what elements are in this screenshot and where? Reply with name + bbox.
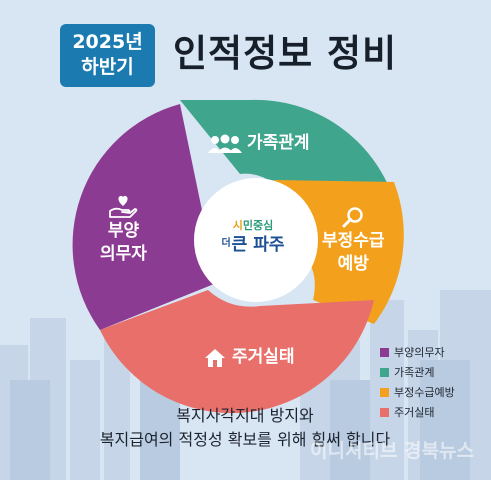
- segment-support-obligor: [72, 104, 214, 330]
- fraud-prevention-line2: 예방: [337, 254, 369, 274]
- fraud-prevention-line1: 부정수급: [322, 231, 385, 251]
- family-relations-text: 가족관계: [247, 133, 310, 153]
- logo-slogan-prefix: 시: [232, 219, 243, 232]
- legend-swatch: [380, 347, 389, 357]
- bottom-message-line2: 복지급여의 적정성 확보를 위해 힘써 합니다: [99, 430, 391, 449]
- logo-slogan: 시민중심: [212, 219, 294, 233]
- badge-half: 하반기: [81, 56, 134, 78]
- legend-label: 가족관계: [394, 366, 435, 379]
- housing-status-text: 주거실태: [232, 347, 295, 367]
- logo-city-small: 더: [221, 238, 231, 249]
- legend-label: 부양의무자: [394, 346, 445, 359]
- people-icon: [208, 134, 242, 153]
- donut-center: [194, 178, 318, 302]
- legend: 부양의무자 가족관계 부정수급예방 주거실태: [380, 343, 455, 423]
- label-housing-status: 주거실태: [204, 346, 295, 369]
- segment-family-relations: [180, 99, 394, 200]
- support-obligor-line2: 의무자: [100, 244, 147, 264]
- magnifier-icon: [342, 207, 363, 228]
- legend-item-fraud-prevention: 부정수급예방: [380, 383, 455, 401]
- bottom-message: 복지사각지대 방지와 복지급여의 적정성 확보를 위해 힘써 합니다: [30, 404, 460, 452]
- house-icon: [205, 348, 225, 367]
- legend-item-support-obligor: 부양의무자: [380, 343, 455, 361]
- legend-swatch: [380, 407, 389, 417]
- badge-year: 2025년: [72, 31, 143, 53]
- heart-hand-icon: [109, 195, 138, 218]
- logo-slogan-rest: 민중심: [242, 219, 274, 232]
- legend-swatch: [380, 367, 389, 377]
- watermark: 이니셔티브 경북뉴스: [310, 440, 474, 462]
- logo-city-name: 더큰 파주: [212, 233, 294, 256]
- label-support-obligor: 부양 의무자: [100, 194, 147, 266]
- support-obligor-line1: 부양: [107, 221, 140, 241]
- segment-housing-status: [100, 290, 374, 414]
- logo-city-main: 큰 파주: [231, 235, 285, 255]
- legend-label: 주거실태: [394, 406, 435, 419]
- bottom-message-line1: 복지사각지대 방지와: [176, 406, 314, 425]
- label-fraud-prevention: 부정수급 예방: [322, 206, 385, 276]
- label-family-relations: 가족관계: [208, 132, 310, 155]
- period-badge: 2025년 하반기: [60, 24, 155, 87]
- city-logo: 시민중심 더큰 파주: [212, 219, 294, 256]
- page-title: 인적정보 정비: [173, 32, 398, 75]
- legend-item-housing-status: 주거실태: [380, 403, 455, 421]
- legend-item-family-relations: 가족관계: [380, 363, 455, 381]
- legend-label: 부정수급예방: [394, 386, 455, 399]
- legend-swatch: [380, 387, 389, 397]
